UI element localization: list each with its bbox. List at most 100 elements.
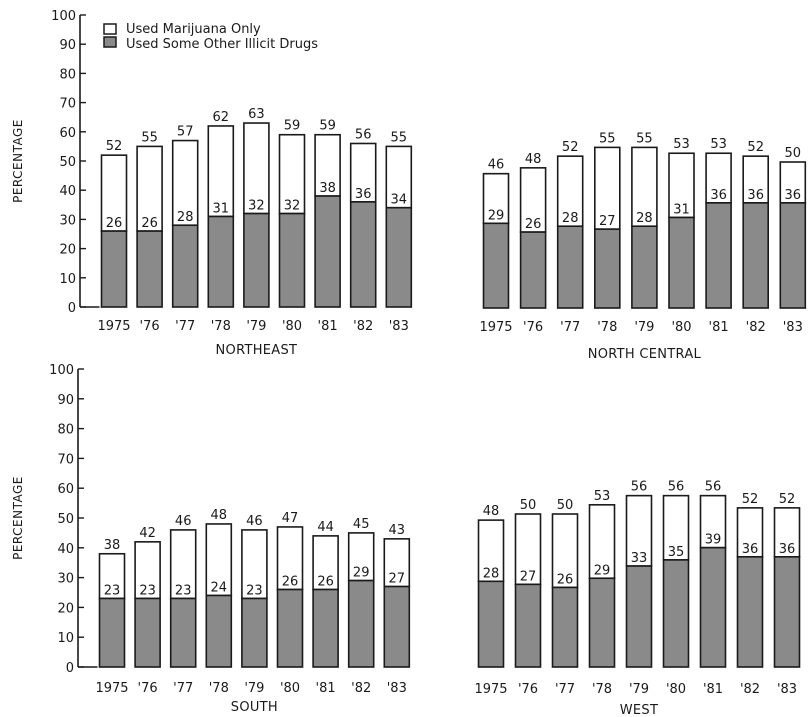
bar-other-illicit-north-central-79 (631, 225, 658, 309)
label-other-illicit-south-81: 26 (317, 575, 334, 590)
y-tick-label-northeast-50: 50 (59, 155, 76, 170)
bar-other-illicit-south-82 (347, 579, 375, 668)
bar-other-illicit-west-79 (625, 565, 653, 668)
x-label-west-76: '76 (518, 682, 538, 697)
x-label-north-central-1975: 1975 (479, 320, 512, 335)
x-label-south-82: '82 (351, 681, 371, 696)
bar-other-illicit-north-central-78 (593, 228, 621, 309)
bar-marijuana-only-northeast-79 (243, 122, 270, 215)
x-label-south-77: '77 (173, 681, 193, 696)
label-other-illicit-west-83: 36 (779, 542, 796, 557)
label-total-north-central-81: 53 (710, 137, 727, 152)
panel-northeast: 0 10 20 30 40 50 60 70 80 90 100 PERCENTAGE 26 52 1975… (11, 9, 413, 358)
legend-label-other-illicit: Used Some Other Illicit Drugs (126, 37, 318, 52)
bar-marijuana-only-north-central-79 (631, 146, 658, 228)
bar-other-illicit-north-central-1975 (482, 222, 510, 309)
bar-other-illicit-northeast-82 (349, 201, 377, 308)
bar-other-illicit-northeast-80 (278, 212, 306, 308)
label-other-illicit-north-central-78: 27 (599, 214, 616, 229)
label-other-illicit-north-central-1975: 29 (488, 208, 505, 223)
x-label-northeast-79: '79 (246, 319, 266, 334)
x-label-north-central-79: '79 (634, 320, 654, 335)
y-tick-label-south-50: 50 (57, 512, 74, 527)
label-total-northeast-83: 55 (391, 130, 408, 145)
x-label-northeast-76: '76 (140, 319, 160, 334)
x-label-northeast-81: '81 (318, 319, 338, 334)
label-other-illicit-north-central-79: 28 (636, 211, 653, 226)
x-label-south-79: '79 (244, 681, 264, 696)
label-other-illicit-northeast-83: 34 (391, 193, 408, 208)
bar-marijuana-only-west-80 (662, 494, 690, 561)
bar-marijuana-only-south-80 (276, 526, 304, 591)
bar-other-illicit-northeast-76 (136, 230, 163, 308)
label-total-west-78: 53 (594, 489, 611, 504)
label-other-illicit-south-1975: 23 (104, 583, 121, 598)
label-total-south-78: 48 (211, 508, 228, 523)
bar-other-illicit-south-76 (134, 597, 161, 668)
bar-other-illicit-south-83 (383, 585, 411, 668)
y-tick-label-south-80: 80 (57, 423, 74, 438)
label-other-illicit-northeast-78: 31 (213, 201, 230, 216)
bar-other-illicit-northeast-77 (171, 224, 199, 308)
bar-other-illicit-west-83 (773, 556, 801, 668)
label-total-south-76: 42 (139, 526, 156, 541)
bar-other-illicit-north-central-82 (742, 202, 770, 309)
x-label-northeast-78: '78 (211, 319, 231, 334)
bar-marijuana-only-northeast-83 (385, 145, 413, 209)
label-total-south-82: 45 (353, 517, 370, 532)
bar-other-illicit-northeast-83 (385, 206, 413, 308)
label-total-northeast-77: 57 (177, 125, 194, 140)
label-total-northeast-76: 55 (141, 130, 158, 145)
x-label-west-1975: 1975 (474, 682, 507, 697)
label-total-northeast-80: 59 (284, 119, 301, 134)
y-tick-label-south-40: 40 (57, 542, 74, 557)
label-total-northeast-78: 62 (213, 110, 230, 125)
label-other-illicit-west-1975: 28 (483, 566, 500, 581)
bar-other-illicit-west-82 (736, 556, 764, 668)
bar-marijuana-only-west-77 (551, 513, 579, 589)
bar-marijuana-only-northeast-77 (171, 139, 199, 227)
y-tick-label-south-70: 70 (57, 452, 74, 467)
y-tick-label-northeast-10: 10 (59, 272, 76, 287)
y-tick-label-northeast-0: 0 (68, 301, 76, 316)
y-tick-label-south-10: 10 (57, 631, 74, 646)
label-total-west-81: 56 (705, 480, 722, 495)
label-other-illicit-northeast-76: 26 (141, 216, 158, 231)
label-other-illicit-south-79: 23 (246, 583, 263, 598)
x-label-south-76: '76 (138, 681, 158, 696)
label-other-illicit-west-78: 29 (594, 563, 611, 578)
legend-swatch-marijuana-only (103, 23, 117, 35)
panel-south: 0 10 20 30 40 50 60 70 80 90 100 PERCENTAGE 23 38 1975… (11, 363, 411, 715)
label-other-illicit-north-central-82: 36 (747, 188, 764, 203)
bar-other-illicit-south-1975 (98, 597, 126, 668)
x-label-south-1975: 1975 (95, 681, 128, 696)
x-label-north-central-77: '77 (560, 320, 580, 335)
y-tick-label-south-0: 0 (66, 661, 74, 676)
label-other-illicit-northeast-1975: 26 (106, 216, 123, 231)
panel-title-west: WEST (620, 703, 658, 717)
label-total-west-1975: 48 (483, 504, 500, 519)
y-tick-label-northeast-100: 100 (51, 9, 76, 24)
label-other-illicit-west-77: 26 (557, 572, 574, 587)
label-total-south-80: 47 (282, 511, 299, 526)
label-other-illicit-north-central-81: 36 (710, 188, 727, 203)
bar-other-illicit-north-central-81 (705, 202, 732, 309)
label-total-west-82: 52 (742, 492, 759, 507)
label-total-north-central-76: 48 (525, 152, 542, 167)
label-total-northeast-82: 56 (355, 127, 372, 142)
x-label-west-83: '83 (777, 682, 797, 697)
y-tick-label-northeast-70: 70 (59, 97, 76, 112)
bar-other-illicit-north-central-80 (668, 216, 695, 309)
label-total-northeast-81: 59 (319, 119, 336, 134)
bar-marijuana-only-north-central-76 (519, 167, 547, 233)
label-other-illicit-north-central-80: 31 (673, 202, 690, 217)
x-label-north-central-81: '81 (709, 320, 729, 335)
y-tick-label-south-60: 60 (57, 482, 74, 497)
y-tick-label-south-100: 100 (49, 363, 74, 378)
label-other-illicit-west-76: 27 (520, 569, 537, 584)
label-other-illicit-northeast-79: 32 (248, 199, 265, 214)
bar-other-illicit-northeast-81 (314, 195, 341, 308)
bar-other-illicit-northeast-1975 (100, 230, 128, 308)
bar-marijuana-only-north-central-78 (593, 146, 621, 230)
